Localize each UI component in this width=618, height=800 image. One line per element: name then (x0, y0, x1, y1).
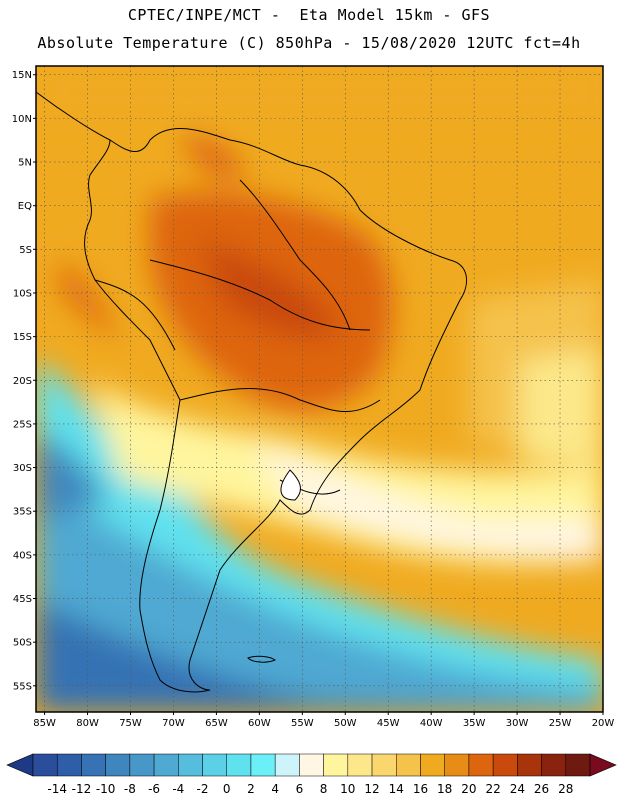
colorbar-label: 14 (389, 782, 404, 796)
colorbar-low-arrow (6, 753, 34, 777)
colorbar-swatch (541, 753, 567, 777)
lon-label: 40W (420, 718, 443, 729)
colorbar-label: -12 (72, 782, 92, 796)
lon-label: 70W (162, 718, 185, 729)
colorbar-label: 6 (296, 782, 304, 796)
colorbar-label: 2 (247, 782, 255, 796)
lon-label: 30W (506, 718, 529, 729)
lat-label: 25S (13, 419, 32, 430)
colorbar-swatch (299, 753, 324, 777)
colorbar-swatch (371, 753, 397, 777)
lon-label: 85W (33, 718, 56, 729)
lat-label: 5S (19, 245, 32, 256)
lat-label: 5N (18, 158, 32, 169)
colorbar-swatch (347, 753, 373, 777)
colorbar-swatch (226, 753, 252, 777)
lon-label: 20W (592, 718, 615, 729)
latitude-labels: 15N 10N 5N EQ 5S 10S 15S 20S 25S 30S 35S 40S 45S 50S 5… (12, 70, 36, 692)
colorbar-swatch (153, 753, 179, 777)
colorbar-swatch (178, 753, 203, 777)
colorbar-label: 18 (437, 782, 452, 796)
colorbar-label: 20 (461, 782, 476, 796)
colorbar-swatch (274, 753, 300, 777)
colorbar-swatch (105, 753, 131, 777)
colorbar-swatch (420, 753, 445, 777)
colorbar-swatch (81, 753, 106, 777)
lon-label: 25W (549, 718, 572, 729)
colorbar-label: -2 (197, 782, 209, 796)
colorbar-swatch (323, 753, 349, 777)
colorbar-label: 12 (364, 782, 379, 796)
colorbar-label: 0 (223, 782, 231, 796)
colorbar-label: 8 (320, 782, 328, 796)
colorbar-swatch (492, 753, 518, 777)
colorbar-label: 28 (558, 782, 573, 796)
lat-label: 10S (13, 288, 32, 299)
colorbar-swatch (444, 753, 470, 777)
colorbar-swatch (517, 753, 542, 777)
map-frame (35, 65, 604, 713)
temperature-field (36, 66, 603, 712)
lat-label: 55S (13, 681, 32, 692)
colorbar-swatch (565, 753, 591, 777)
colorbar-label: -10 (96, 782, 116, 796)
colorbar-swatch (32, 753, 58, 777)
lat-label: 15S (13, 332, 32, 343)
lat-label: EQ (18, 201, 32, 212)
lat-label: 30S (13, 463, 32, 474)
longitude-labels: 85W 80W 75W 70W 65W 60W 55W 50W 45W 40W 35W 30W 25W 2… (33, 712, 614, 729)
colorbar-label: 4 (271, 782, 279, 796)
colorbar-swatch (56, 753, 82, 777)
chart-title-line1: CPTEC/INPE/MCT - Eta Model 15km - GFS (127, 6, 491, 24)
colorbar-label: 16 (413, 782, 428, 796)
colorbar-label: -4 (172, 782, 184, 796)
lon-label: 80W (76, 718, 99, 729)
lat-label: 35S (13, 507, 32, 518)
lon-label: 60W (248, 718, 271, 729)
colorbar-label: -6 (148, 782, 160, 796)
colorbar-label: -8 (124, 782, 136, 796)
lat-label: 15N (12, 70, 32, 81)
lon-label: 35W (463, 718, 486, 729)
colorbar-label: 24 (510, 782, 525, 796)
lat-lon-grid (36, 66, 603, 712)
coastlines (36, 91, 468, 693)
colorbar-label: 22 (485, 782, 500, 796)
colorbar-swatch (250, 753, 276, 777)
lat-label: 40S (13, 550, 32, 561)
chart-title-line2: Absolute Temperature (C) 850hPa - 15/08/… (37, 34, 581, 52)
colorbar-swatch (468, 753, 494, 777)
lon-label: 55W (291, 718, 314, 729)
colorbar-label: 10 (340, 782, 355, 796)
colorbar-swatch (396, 753, 421, 777)
lon-label: 50W (334, 718, 357, 729)
colorbar-swatch (202, 753, 227, 777)
lat-label: 20S (13, 376, 32, 387)
colorbar-label: -14 (47, 782, 67, 796)
lat-label: 10N (12, 114, 32, 125)
lon-label: 65W (205, 718, 228, 729)
lon-label: 45W (377, 718, 400, 729)
colorbar: -14 -12 -10 -8 -6 -4 -2 0 2 4 6 8 10 12 14 16 18 20 22 24 26… (6, 753, 617, 796)
colorbar-swatch (129, 753, 155, 777)
colorbar-high-arrow (589, 753, 617, 777)
lat-label: 50S (13, 638, 32, 649)
lon-label: 75W (119, 718, 142, 729)
lat-label: 45S (13, 594, 32, 605)
colorbar-label: 26 (534, 782, 549, 796)
